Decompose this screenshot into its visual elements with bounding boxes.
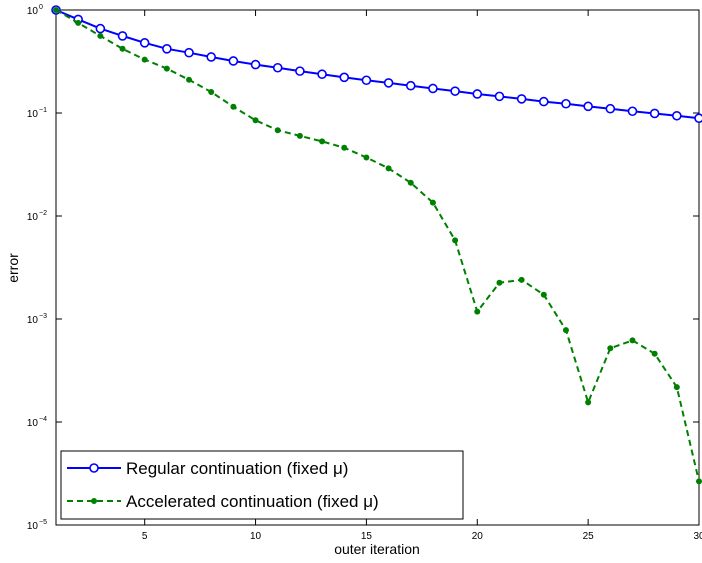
x-tick-label: 30 bbox=[693, 531, 702, 542]
y-tick-exponent: −1 bbox=[39, 107, 47, 114]
y-axis-label: error bbox=[5, 253, 21, 283]
series-point-1 bbox=[141, 56, 148, 63]
y-tick-base: 10 bbox=[27, 109, 39, 120]
series-point-1 bbox=[585, 399, 592, 406]
series-point-0 bbox=[672, 110, 682, 121]
y-tick-base: 10 bbox=[27, 212, 39, 223]
series-point-0 bbox=[627, 106, 638, 117]
series-point-0 bbox=[95, 23, 106, 34]
series-point-1 bbox=[452, 237, 459, 244]
y-tick-exponent: −2 bbox=[39, 210, 47, 217]
series-point-0 bbox=[405, 80, 416, 91]
y-tick-exponent: −3 bbox=[39, 313, 47, 320]
series-point-1 bbox=[629, 337, 636, 344]
y-tick-exponent: −5 bbox=[39, 519, 47, 526]
series-point-0 bbox=[649, 108, 660, 119]
x-tick-label: 5 bbox=[142, 531, 148, 542]
y-tick-base: 10 bbox=[27, 6, 39, 17]
series-point-1 bbox=[230, 103, 237, 110]
x-tick-label: 10 bbox=[250, 531, 262, 542]
series-point-1 bbox=[252, 117, 259, 124]
x-tick-label: 20 bbox=[472, 531, 484, 542]
series-point-1 bbox=[696, 478, 702, 485]
y-tick-label: 10 bbox=[27, 109, 39, 120]
y-tick-label: 10 bbox=[27, 418, 39, 429]
series-point-1 bbox=[540, 291, 547, 298]
series-point-0 bbox=[184, 47, 194, 58]
series-point-1 bbox=[119, 45, 126, 52]
legend: Regular continuation (fixed μ) Accelerat… bbox=[60, 450, 464, 520]
y-tick-label: 10 bbox=[27, 315, 39, 326]
series-point-0 bbox=[228, 56, 239, 66]
series-point-1 bbox=[296, 132, 303, 139]
series-point-0 bbox=[272, 62, 283, 73]
series-point-1 bbox=[97, 32, 104, 39]
series-point-1 bbox=[53, 7, 59, 13]
series-point-1 bbox=[341, 144, 348, 151]
series-point-0 bbox=[162, 44, 172, 54]
series-point-0 bbox=[450, 86, 460, 96]
series-point-1 bbox=[673, 384, 680, 391]
series-point-0 bbox=[561, 98, 571, 109]
series-point-0 bbox=[339, 72, 350, 83]
series-point-0 bbox=[383, 78, 394, 88]
series-point-1 bbox=[208, 88, 215, 95]
series-line-1 bbox=[55, 9, 700, 482]
series-point-0 bbox=[139, 38, 150, 48]
series-point-1 bbox=[75, 19, 82, 26]
x-tick-label: 25 bbox=[583, 531, 595, 542]
series-point-0 bbox=[250, 59, 261, 70]
legend-label-accelerated: Accelerated continuation (fixed μ) bbox=[126, 492, 379, 511]
series-point-0 bbox=[583, 101, 593, 112]
plot-background bbox=[55, 9, 700, 526]
series-point-0 bbox=[317, 69, 327, 80]
legend-marker-regular bbox=[89, 463, 99, 473]
x-axis-label: outer iteration bbox=[334, 541, 420, 557]
series-point-1 bbox=[474, 308, 481, 315]
series-point-1 bbox=[319, 138, 326, 145]
y-tick-label: 10 bbox=[27, 212, 39, 223]
y-tick-base: 10 bbox=[27, 521, 39, 532]
series-point-0 bbox=[516, 94, 527, 104]
series-point-1 bbox=[518, 276, 525, 283]
legend-label-regular: Regular continuation (fixed μ) bbox=[126, 459, 348, 478]
series-point-0 bbox=[117, 31, 128, 41]
series-point-0 bbox=[206, 52, 217, 62]
series-point-1 bbox=[186, 76, 193, 83]
series-point-1 bbox=[274, 127, 281, 134]
legend-box bbox=[60, 450, 464, 520]
series-point-0 bbox=[605, 103, 616, 114]
series-layer bbox=[51, 5, 702, 485]
y-tick-exponent: −4 bbox=[39, 416, 47, 423]
series-point-1 bbox=[496, 279, 503, 286]
series-point-0 bbox=[538, 96, 549, 107]
series-point-0 bbox=[472, 89, 483, 99]
series-point-1 bbox=[651, 350, 658, 357]
series-point-0 bbox=[295, 66, 305, 76]
y-tick-base: 10 bbox=[27, 418, 39, 429]
series-point-1 bbox=[163, 65, 170, 72]
y-tick-label: 10 bbox=[27, 6, 39, 17]
series-point-0 bbox=[428, 83, 438, 94]
series-point-1 bbox=[562, 327, 569, 334]
legend-marker-accelerated bbox=[91, 498, 97, 504]
series-point-1 bbox=[429, 199, 436, 206]
series-point-1 bbox=[407, 179, 414, 186]
x-tick-label: 15 bbox=[361, 531, 373, 542]
series-point-1 bbox=[363, 154, 370, 161]
y-tick-exponent: 0 bbox=[39, 4, 43, 11]
series-point-0 bbox=[494, 91, 505, 102]
series-point-1 bbox=[607, 345, 614, 352]
series-point-1 bbox=[385, 165, 392, 172]
y-tick-base: 10 bbox=[27, 315, 39, 326]
y-tick-label: 10 bbox=[27, 521, 39, 532]
series-point-0 bbox=[361, 75, 372, 86]
series-point-0 bbox=[694, 113, 702, 124]
